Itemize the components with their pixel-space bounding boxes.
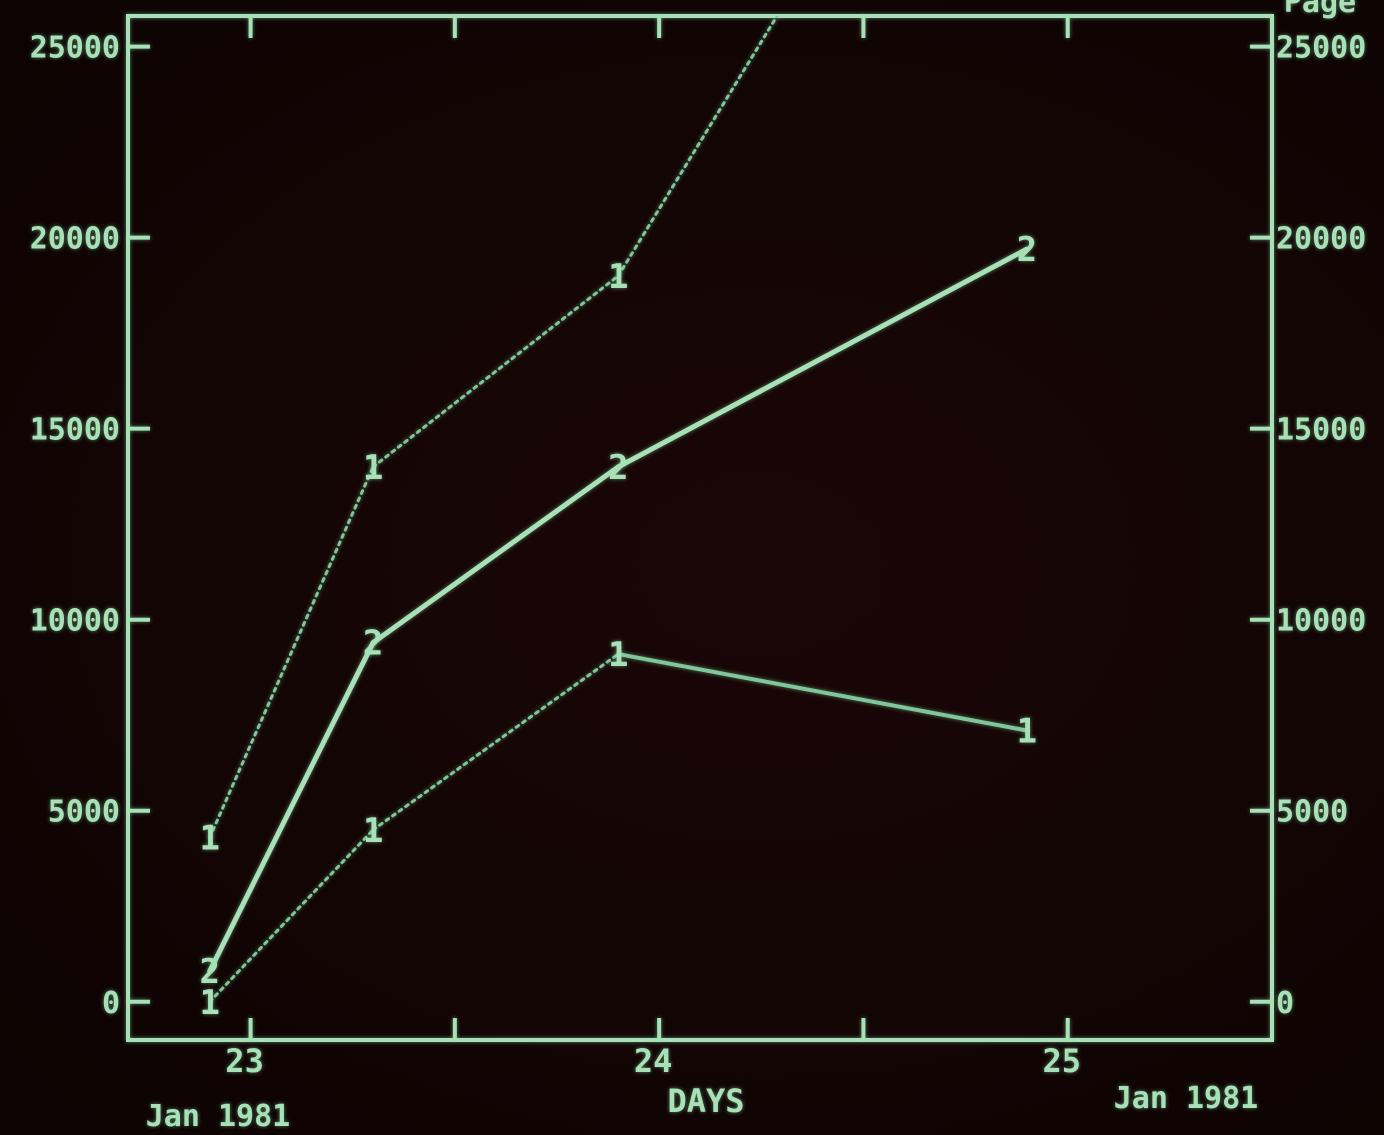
series-2-marker: 2 — [1017, 230, 1037, 270]
right-header-title: Page — [1284, 0, 1356, 20]
series-2-marker: 2 — [608, 448, 628, 488]
y-tick-label-right: 15000 — [1276, 413, 1366, 448]
series-2-segment — [615, 246, 1030, 470]
y-tick-label-right: 5000 — [1276, 795, 1348, 830]
y-tick-label-left: 10000 — [30, 604, 120, 639]
series-1-segment — [371, 274, 620, 469]
y-tick-label-right: 20000 — [1276, 222, 1366, 257]
series-2-marker: 2 — [199, 952, 219, 992]
y-tick-label-left: 5000 — [48, 795, 120, 830]
series-2-segment — [207, 640, 376, 974]
series-1-marker: 1 — [608, 257, 628, 297]
x-tick-label: 24 — [634, 1042, 673, 1080]
x-tick-label: 23 — [225, 1042, 264, 1080]
series-1-marker: 1 — [199, 818, 219, 858]
x-axis-label: DAYS — [667, 1082, 744, 1120]
y-tick-label-right: 0 — [1276, 986, 1294, 1021]
series-3-segment — [371, 652, 620, 832]
series-2-segment — [370, 464, 621, 646]
plot-frame — [126, 14, 1274, 1042]
x-axis-date-left: Jan 1981 — [146, 1099, 291, 1130]
series-1-marker: 1 — [363, 448, 383, 488]
series-3-marker: 1 — [363, 811, 383, 851]
y-tick-label-left: 0 — [102, 986, 120, 1021]
x-tick-label: 25 — [1042, 1042, 1081, 1080]
series-3-segment — [208, 828, 375, 1004]
y-tick-label-right: 25000 — [1276, 31, 1366, 66]
series-3-marker: 1 — [1017, 712, 1037, 752]
series-3-marker: 1 — [199, 983, 219, 1023]
series-1-segment — [208, 465, 375, 839]
series-2-marker: 2 — [363, 624, 383, 664]
y-tick-label-left: 15000 — [30, 413, 120, 448]
y-tick-label-left: 20000 — [30, 222, 120, 257]
y-tick-label-right: 10000 — [1276, 604, 1366, 639]
x-axis-date-right: Jan 1981 — [1114, 1081, 1259, 1116]
y-tick-label-left: 25000 — [30, 31, 120, 66]
series-1-segment — [616, 16, 779, 278]
series-3-marker: 1 — [608, 635, 628, 675]
series-3-segment — [616, 652, 1029, 733]
